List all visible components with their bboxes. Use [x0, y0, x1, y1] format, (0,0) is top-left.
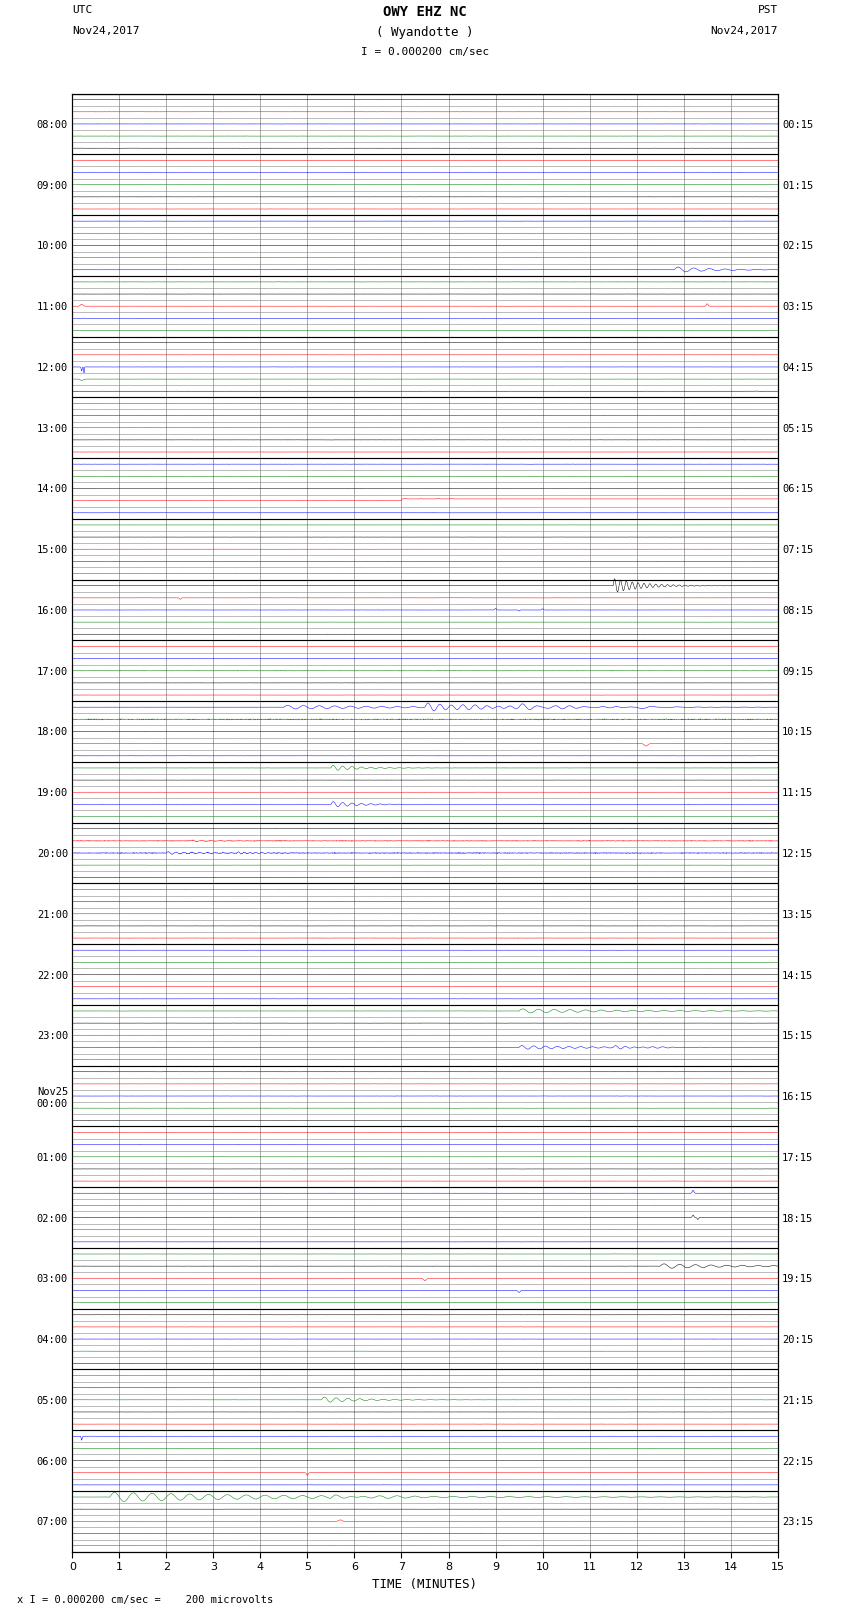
X-axis label: TIME (MINUTES): TIME (MINUTES) [372, 1578, 478, 1590]
Text: UTC: UTC [72, 5, 93, 15]
Text: Nov24,2017: Nov24,2017 [72, 26, 139, 35]
Text: PST: PST [757, 5, 778, 15]
Text: ( Wyandotte ): ( Wyandotte ) [377, 26, 473, 39]
Text: OWY EHZ NC: OWY EHZ NC [383, 5, 467, 19]
Text: x I = 0.000200 cm/sec =    200 microvolts: x I = 0.000200 cm/sec = 200 microvolts [17, 1595, 273, 1605]
Text: I = 0.000200 cm/sec: I = 0.000200 cm/sec [361, 47, 489, 56]
Text: Nov24,2017: Nov24,2017 [711, 26, 778, 35]
